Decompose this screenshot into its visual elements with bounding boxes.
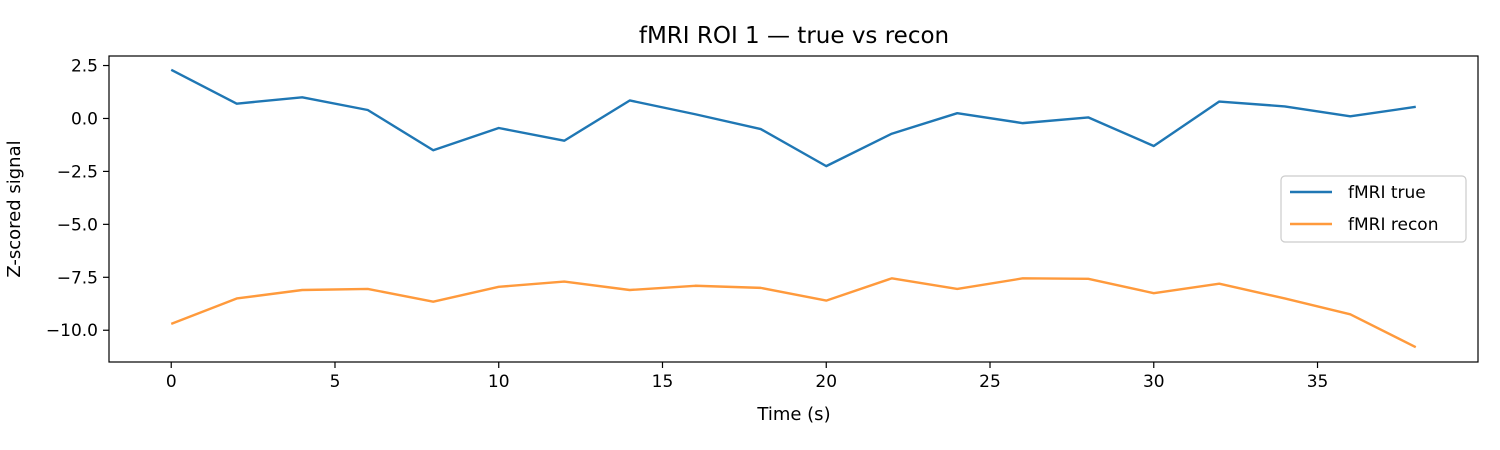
y-tick-label: −5.0 [57,215,98,235]
y-axis-label: Z-scored signal [4,140,25,277]
x-tick-label: 15 [652,372,674,392]
x-tick-label: 5 [330,372,341,392]
x-tick-label: 35 [1307,372,1329,392]
x-axis-label: Time (s) [756,404,830,425]
x-tick-label: 20 [815,372,837,392]
plot-frame [108,55,1479,363]
y-tick-label: −10.0 [46,321,98,341]
series-line-0 [170,68,1416,168]
chart-title: fMRI ROI 1 — true vs recon [639,23,949,49]
x-axis: 0 5 10 15 20 25 30 35 [166,362,1329,392]
y-tick-label: −7.5 [57,268,98,288]
x-tick-label: 0 [166,372,177,392]
x-tick-label: 25 [979,372,1001,392]
y-tick-label: 0.0 [71,109,98,129]
plot-lines [170,68,1417,349]
y-tick-label: 2.5 [71,57,98,77]
legend-label-fmri-true: fMRI true [1348,183,1426,203]
legend-label-fmri-recon: fMRI recon [1348,215,1438,235]
series-line-1 [170,277,1417,349]
legend: fMRI true fMRI recon [1280,175,1467,243]
y-tick-label: −2.5 [57,162,98,182]
x-tick-label: 30 [1143,372,1165,392]
x-tick-label: 10 [488,372,510,392]
y-axis: 2.5 0.0 −2.5 −5.0 −7.5 −10.0 [46,57,109,341]
